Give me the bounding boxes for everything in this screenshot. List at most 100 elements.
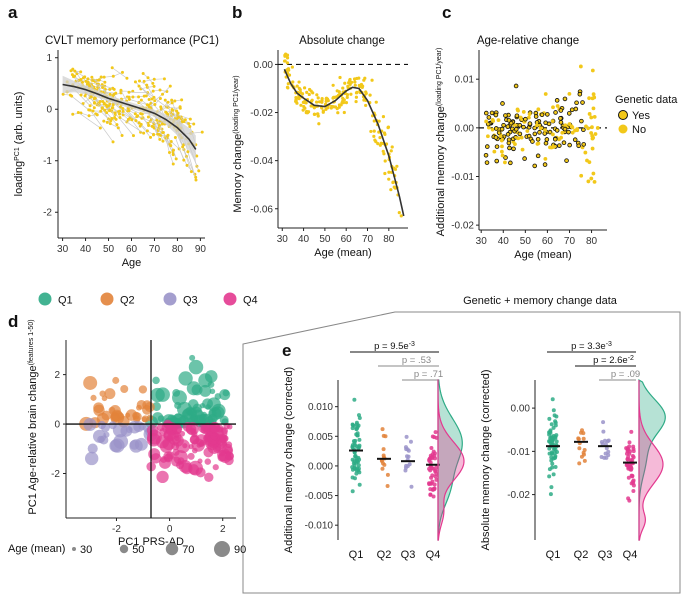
panel-a-participant-line <box>88 81 113 89</box>
panel-a-point <box>161 92 165 96</box>
panel-c-point <box>483 110 489 116</box>
panel-d-point-q2 <box>90 394 97 401</box>
panel-a-point <box>182 120 186 124</box>
panel-b-point <box>378 135 382 140</box>
panel-a-point <box>178 106 182 110</box>
legend-genetic-yes-label: Yes <box>632 110 650 122</box>
panel-c-point <box>543 92 548 96</box>
panel-d-point-q1 <box>152 376 160 385</box>
panel-c-point <box>503 160 507 165</box>
panel-b-point <box>389 149 393 153</box>
panel-a-participant-line <box>114 112 134 136</box>
panel-a-point <box>86 77 90 81</box>
panel-c-point <box>511 146 516 152</box>
panel-b-point <box>381 149 385 153</box>
panel-b-point <box>395 164 399 168</box>
panel-c-point <box>591 106 596 111</box>
panel-b-x-tick-label: 30 <box>277 234 289 245</box>
panel-d-point-q4 <box>190 428 197 435</box>
panel-a-point <box>73 69 77 73</box>
panel-b-point <box>286 86 290 90</box>
panel-e2-point-q1 <box>551 425 556 430</box>
panel-b-point <box>330 104 334 109</box>
panel-e1-point-q1 <box>350 457 355 462</box>
panel-e2-point-q4 <box>630 474 635 479</box>
panel-c-point <box>557 143 562 148</box>
panel-c-point <box>576 143 581 149</box>
panel-d-point-q2 <box>142 405 152 415</box>
section-header: Genetic + memory change data <box>463 295 618 307</box>
panel-c-point <box>587 96 591 101</box>
panel-d-point-q1 <box>178 371 193 386</box>
panel-a-point <box>79 93 83 97</box>
panel-e2-point-q4 <box>631 444 636 449</box>
panel-a-point <box>98 126 102 130</box>
panel-a-point <box>127 97 131 101</box>
panel-c-point <box>496 130 502 136</box>
panel-e2-point-q1 <box>554 414 559 419</box>
panel-a-point <box>90 75 94 79</box>
panel-a-point <box>133 112 137 116</box>
panel-d-point-q4 <box>198 423 209 434</box>
panel-c-point <box>586 179 591 184</box>
panel-a-point <box>103 80 107 84</box>
panel-b-point <box>284 52 288 56</box>
panel-e2-point-q1 <box>553 453 558 458</box>
panel-c-point <box>506 140 512 146</box>
panel-b-point <box>285 56 290 60</box>
panel-c-point <box>492 149 497 154</box>
panel-b-point <box>368 93 372 97</box>
panel-a-point <box>151 81 155 85</box>
panel-e1-point-q4 <box>428 455 433 460</box>
panel-e1-point-q2 <box>381 453 386 458</box>
panel-e2-point-q1 <box>550 397 555 402</box>
panel-b-point <box>355 90 359 94</box>
panel-a-y-tick-label: 1 <box>46 53 52 64</box>
panel-d-x-tick-label: 2 <box>220 524 226 535</box>
panel-b-point <box>381 115 386 119</box>
panel-a-point <box>99 109 103 113</box>
panel-a-point <box>98 99 102 103</box>
panel-d-point-q2 <box>120 384 129 393</box>
panel-a-y-label: loadingPC1 (arb. units) <box>13 92 25 197</box>
panel-a-point <box>171 148 175 152</box>
panel-label-b: b <box>232 3 242 22</box>
panel-d-y-tick-label: 0 <box>54 420 60 431</box>
panel-a-participant-line <box>72 112 98 117</box>
panel-e2-x-tick-label-q1: Q1 <box>546 549 561 561</box>
panel-a-y-label-rest: (arb. units) <box>13 92 25 148</box>
panel-e1-bracket-label-0: p = 9.5e-3 <box>374 341 415 353</box>
panel-c-point <box>500 144 504 149</box>
panel-e2-point-q2 <box>577 446 582 451</box>
legend-quartile-label-q3: Q3 <box>183 295 198 307</box>
panel-e2-point-q2 <box>582 458 587 463</box>
panel-d-point-q4 <box>171 442 180 451</box>
panel-c-point <box>592 179 597 184</box>
panel-b-point <box>297 97 301 101</box>
panel-c-point <box>572 137 578 143</box>
panel-a-point <box>188 124 192 128</box>
panel-d-y-label: PC1 Age-relative brain change(features 1… <box>27 319 39 514</box>
panel-d-point-q4 <box>220 427 228 435</box>
panel-a-point <box>177 115 181 119</box>
panel-d-point-q1 <box>192 403 202 413</box>
panel-a-point <box>173 99 177 103</box>
panel-a-point <box>142 94 146 98</box>
panel-c-x-label: Age (mean) <box>514 249 571 261</box>
panel-e1-point-q4 <box>434 465 439 470</box>
panel-a-point <box>118 109 122 113</box>
panel-c-point <box>486 115 492 120</box>
panel-d-point-q4 <box>172 448 180 456</box>
panel-c-point <box>485 134 490 139</box>
panel-e1-point-q1 <box>352 397 357 402</box>
panel-b-point <box>389 188 393 192</box>
panel-b-point <box>324 107 328 111</box>
panel-a-point <box>155 118 159 122</box>
panel-b-point <box>317 122 321 126</box>
legend-genetic-no-swatch <box>618 124 628 134</box>
panel-c-point <box>589 131 594 135</box>
panel-d-point-q4 <box>225 452 234 461</box>
legend-age-label-90: 90 <box>234 544 246 556</box>
panel-a-point <box>181 145 185 149</box>
panel-c-point <box>543 140 549 146</box>
